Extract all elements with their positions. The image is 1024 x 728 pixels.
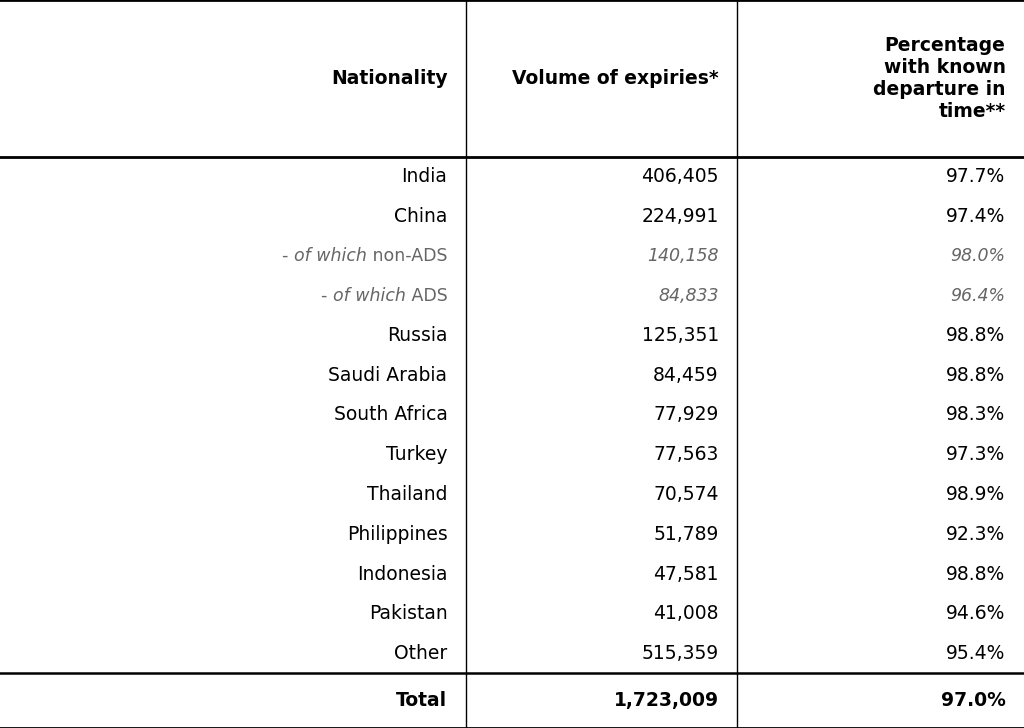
Text: 98.8%: 98.8%	[946, 326, 1006, 345]
Text: Pakistan: Pakistan	[369, 604, 447, 623]
Text: 95.4%: 95.4%	[946, 644, 1006, 663]
Text: South Africa: South Africa	[334, 405, 447, 424]
Text: 515,359: 515,359	[642, 644, 719, 663]
Text: Turkey: Turkey	[386, 446, 447, 464]
Text: 84,833: 84,833	[658, 287, 719, 305]
Text: 41,008: 41,008	[653, 604, 719, 623]
Text: 1,723,009: 1,723,009	[613, 691, 719, 711]
Text: 97.3%: 97.3%	[946, 446, 1006, 464]
Text: 98.8%: 98.8%	[946, 365, 1006, 384]
Text: 140,158: 140,158	[647, 247, 719, 265]
Text: ADS: ADS	[406, 287, 447, 305]
Text: Total: Total	[396, 691, 447, 711]
Text: 70,574: 70,574	[653, 485, 719, 504]
Text: 98.9%: 98.9%	[946, 485, 1006, 504]
Text: 96.4%: 96.4%	[950, 287, 1006, 305]
Text: 47,581: 47,581	[653, 564, 719, 584]
Text: 97.4%: 97.4%	[946, 207, 1006, 226]
Text: 97.7%: 97.7%	[946, 167, 1006, 186]
Text: China: China	[394, 207, 447, 226]
Text: 125,351: 125,351	[642, 326, 719, 345]
Text: 84,459: 84,459	[653, 365, 719, 384]
Text: 98.3%: 98.3%	[946, 405, 1006, 424]
Text: India: India	[401, 167, 447, 186]
Text: Philippines: Philippines	[347, 525, 447, 544]
Text: 224,991: 224,991	[641, 207, 719, 226]
Text: 77,929: 77,929	[653, 405, 719, 424]
Text: 94.6%: 94.6%	[946, 604, 1006, 623]
Text: Russia: Russia	[387, 326, 447, 345]
Text: of which: of which	[333, 287, 406, 305]
Text: -: -	[321, 287, 333, 305]
Text: Thailand: Thailand	[367, 485, 447, 504]
Text: Percentage
with known
departure in
time**: Percentage with known departure in time*…	[873, 36, 1006, 121]
Text: 98.8%: 98.8%	[946, 564, 1006, 584]
Text: Nationality: Nationality	[331, 68, 447, 88]
Text: -: -	[283, 247, 294, 265]
Text: 51,789: 51,789	[653, 525, 719, 544]
Text: Other: Other	[394, 644, 447, 663]
Text: Indonesia: Indonesia	[357, 564, 447, 584]
Text: 77,563: 77,563	[653, 446, 719, 464]
Text: 92.3%: 92.3%	[946, 525, 1006, 544]
Text: 406,405: 406,405	[641, 167, 719, 186]
Text: 97.0%: 97.0%	[941, 691, 1006, 711]
Text: of which: of which	[294, 247, 367, 265]
Text: Volume of expiries*: Volume of expiries*	[512, 68, 719, 88]
Text: Saudi Arabia: Saudi Arabia	[329, 365, 447, 384]
Text: non-ADS: non-ADS	[367, 247, 447, 265]
Text: 98.0%: 98.0%	[950, 247, 1006, 265]
